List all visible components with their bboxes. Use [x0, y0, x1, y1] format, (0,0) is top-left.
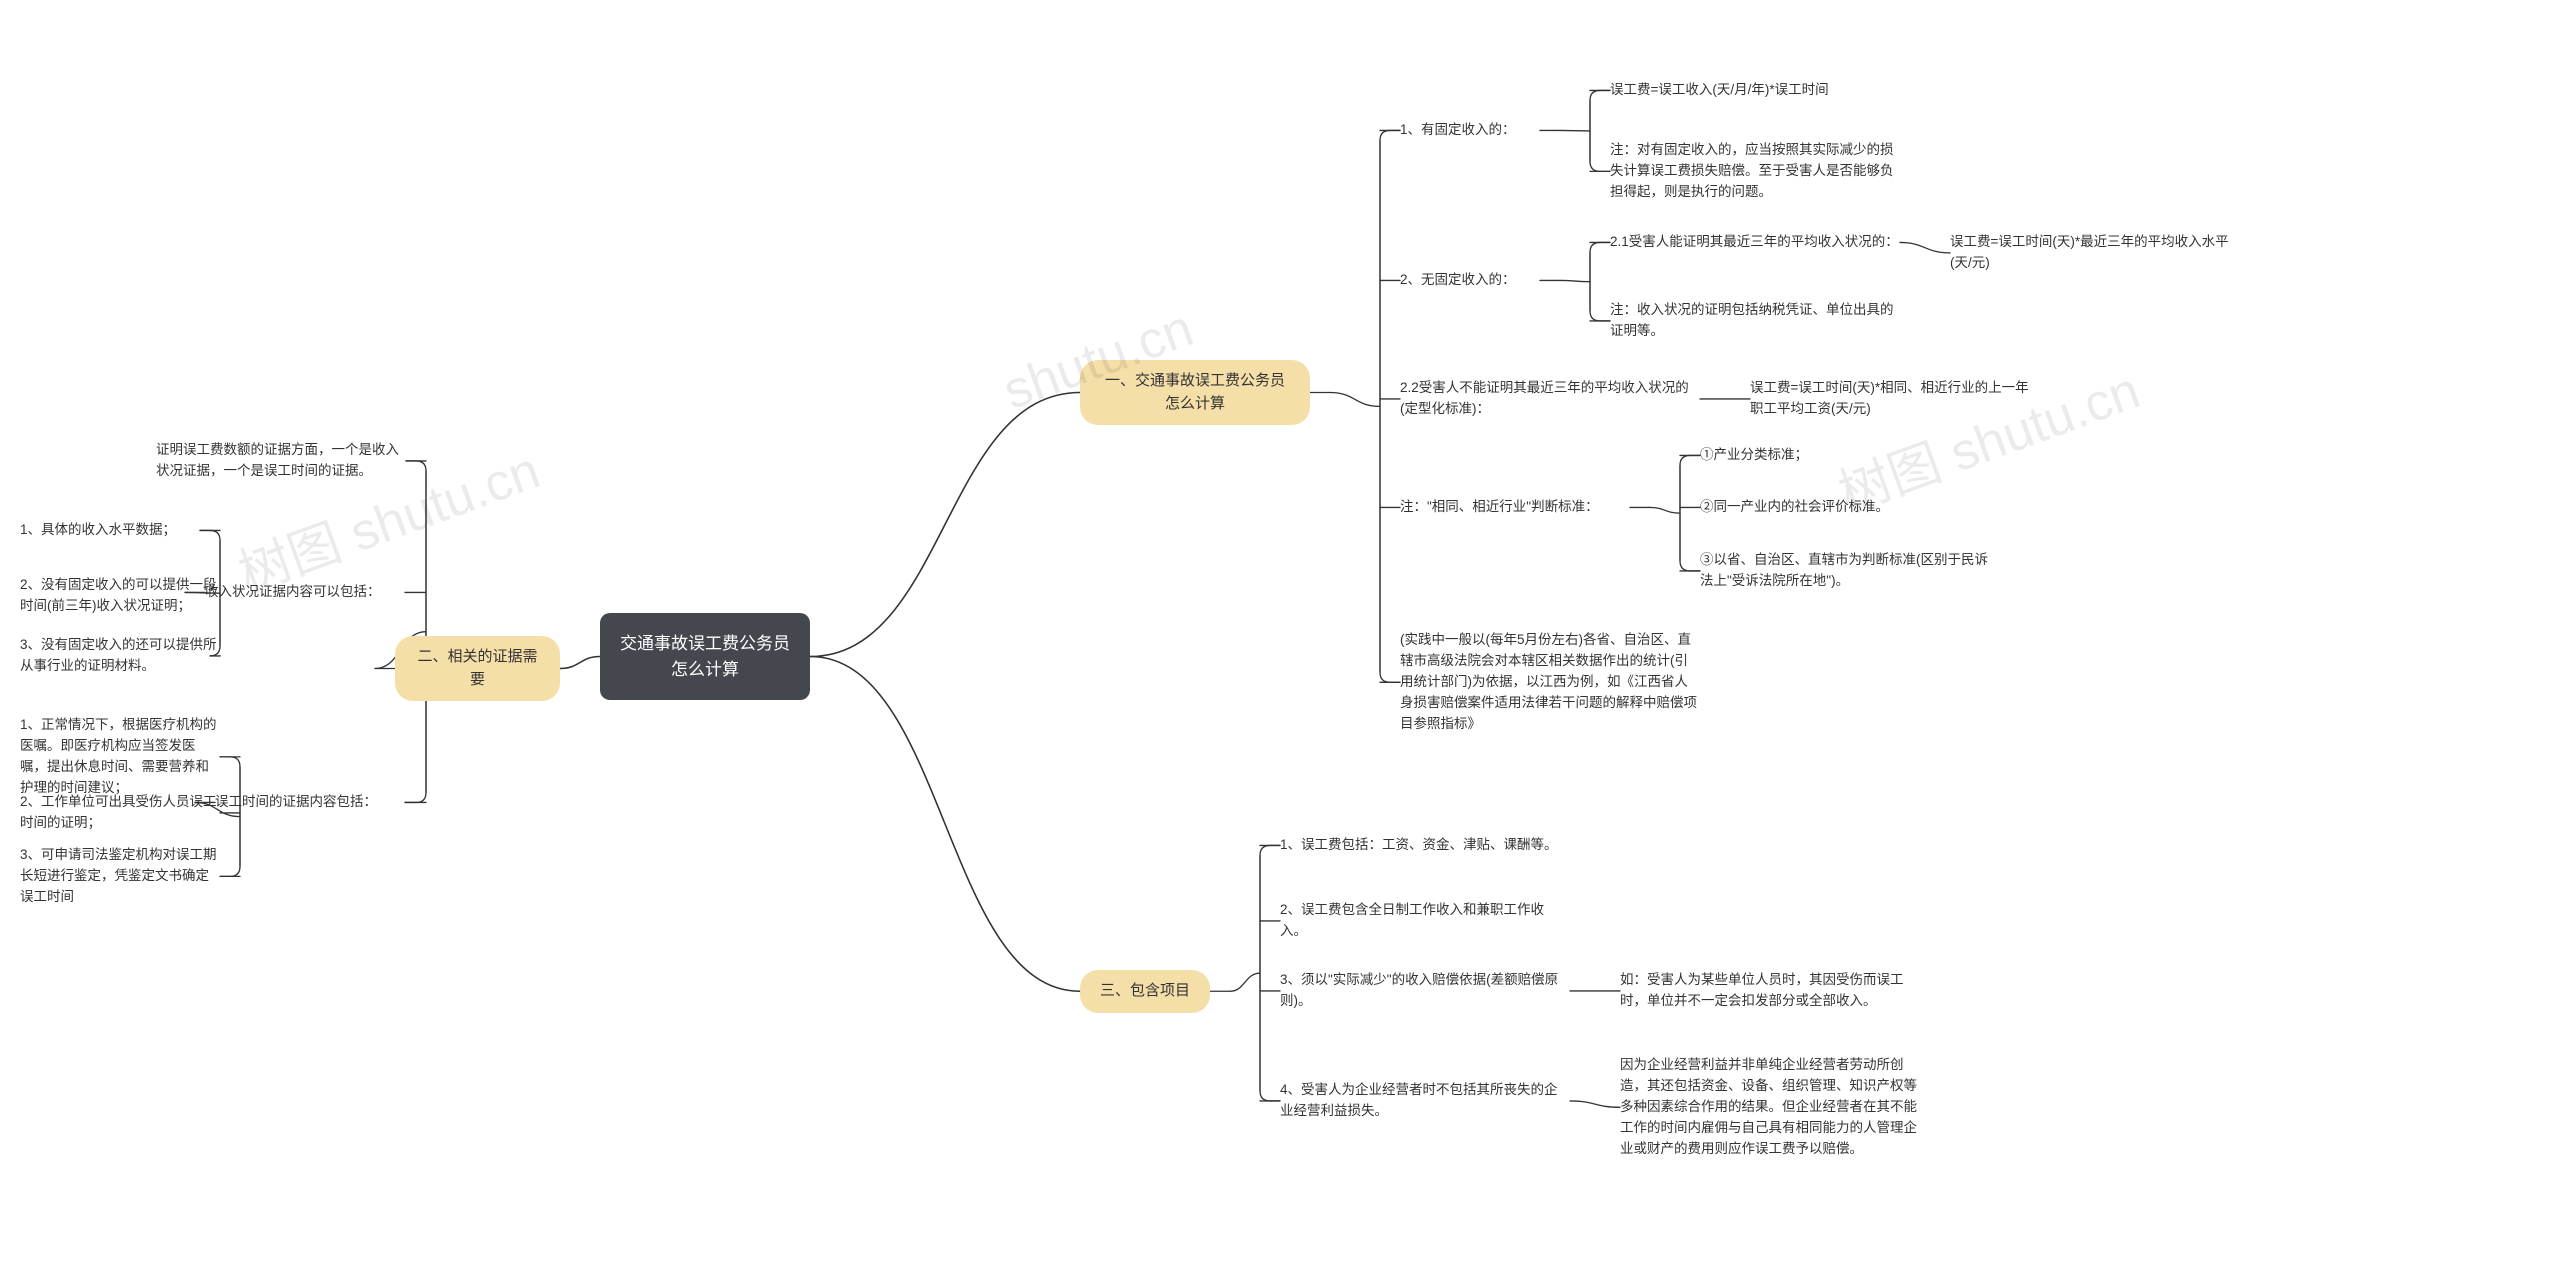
node-s2-c1[interactable]: 1、正常情况下，根据医疗机构的医嘱。即医疗机构应当签发医嘱，提出休息时间、需要营… — [20, 715, 220, 799]
node-s2-a[interactable]: 证明误工费数额的证据方面，一个是收入状况证据，一个是误工时间的证据。 — [156, 440, 406, 482]
section-1[interactable]: 一、交通事故误工费公务员怎么计算 — [1080, 360, 1310, 425]
node-s2-b[interactable]: 收入状况证据内容可以包括： — [205, 582, 405, 603]
node-s1-4b[interactable]: ②同一产业内的社会评价标准。 — [1700, 497, 1920, 518]
node-s1-3a[interactable]: 误工费=误工时间(天)*相同、相近行业的上一年职工平均工资(天/元) — [1750, 378, 2040, 420]
node-s1-4[interactable]: 注："相同、相近行业"判断标准： — [1400, 497, 1630, 518]
node-s1-2a[interactable]: 2.1受害人能证明其最近三年的平均收入状况的： — [1610, 232, 1900, 253]
root-node[interactable]: 交通事故误工费公务员怎么计算 — [600, 613, 810, 700]
node-s2-c3[interactable]: 3、可申请司法鉴定机构对误工期长短进行鉴定，凭鉴定文书确定误工时间 — [20, 845, 220, 908]
node-s2-b3[interactable]: 3、没有固定收入的还可以提供所从事行业的证明材料。 — [20, 635, 220, 677]
node-s3-1[interactable]: 1、误工费包括：工资、资金、津贴、课酬等。 — [1280, 835, 1570, 856]
node-s2-c[interactable]: 误工时间的证据内容包括： — [215, 792, 405, 813]
node-s1-3[interactable]: 2.2受害人不能证明其最近三年的平均收入状况的(定型化标准)： — [1400, 378, 1700, 420]
node-s1-4a[interactable]: ①产业分类标准； — [1700, 445, 1900, 466]
node-s3-3[interactable]: 3、须以"实际减少"的收入赔偿依据(差额赔偿原则)。 — [1280, 970, 1570, 1012]
node-s1-2a1[interactable]: 误工费=误工时间(天)*最近三年的平均收入水平(天/元) — [1950, 232, 2240, 274]
node-s1-1b[interactable]: 注：对有固定收入的，应当按照其实际减少的损失计算误工费损失赔偿。至于受害人是否能… — [1610, 140, 1900, 203]
node-s2-b1[interactable]: 1、具体的收入水平数据； — [20, 520, 200, 541]
node-s3-4a[interactable]: 因为企业经营利益并非单纯企业经营者劳动所创造，其还包括资金、设备、组织管理、知识… — [1620, 1055, 1920, 1160]
node-s1-1[interactable]: 1、有固定收入的： — [1400, 120, 1540, 141]
node-s1-4c[interactable]: ③以省、自治区、直辖市为判断标准(区别于民诉法上"受诉法院所在地")。 — [1700, 550, 1990, 592]
node-s3-4[interactable]: 4、受害人为企业经营者时不包括其所丧失的企业经营利益损失。 — [1280, 1080, 1570, 1122]
node-s1-2b[interactable]: 注：收入状况的证明包括纳税凭证、单位出具的证明等。 — [1610, 300, 1900, 342]
node-s2-c2[interactable]: 2、工作单位可出具受伤人员误工时间的证明； — [20, 792, 220, 834]
node-s3-2[interactable]: 2、误工费包含全日制工作收入和兼职工作收入。 — [1280, 900, 1570, 942]
node-s1-1a[interactable]: 误工费=误工收入(天/月/年)*误工时间 — [1610, 80, 1880, 101]
section-3[interactable]: 三、包含项目 — [1080, 970, 1210, 1013]
node-s1-5[interactable]: (实践中一般以(每年5月份左右)各省、自治区、直辖市高级法院会对本辖区相关数据作… — [1400, 630, 1700, 735]
section-2[interactable]: 二、相关的证据需要 — [395, 636, 560, 701]
node-s2-b2[interactable]: 2、没有固定收入的可以提供一段时间(前三年)收入状况证明； — [20, 575, 220, 617]
node-s3-3a[interactable]: 如：受害人为某些单位人员时，其因受伤而误工时，单位并不一定会扣发部分或全部收入。 — [1620, 970, 1910, 1012]
node-s1-2[interactable]: 2、无固定收入的： — [1400, 270, 1540, 291]
